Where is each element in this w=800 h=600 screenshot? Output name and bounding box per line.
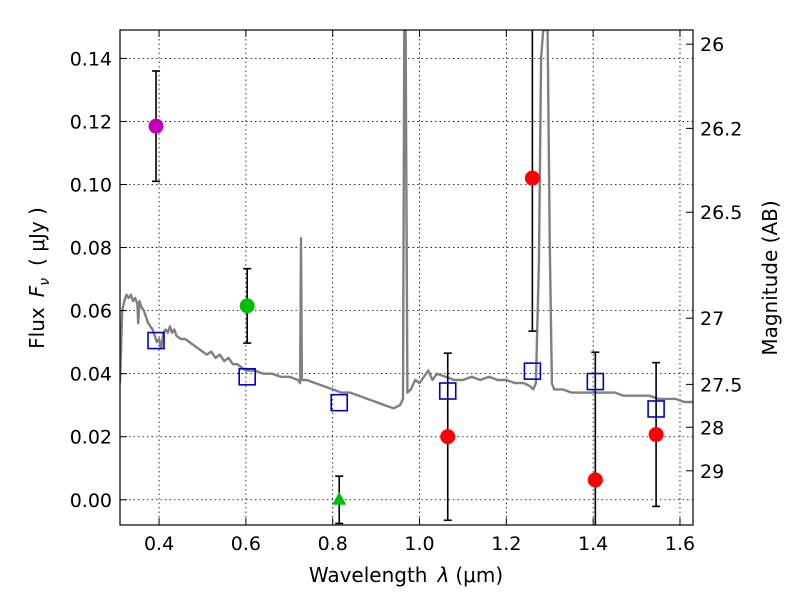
x-tick-label: 0.4 (144, 533, 174, 555)
magnitude-tick-label: 28 (700, 417, 724, 439)
model-spectrum (120, 30, 693, 410)
x-tick-label: 1.0 (404, 533, 434, 555)
y-tick-label: 0.10 (70, 174, 112, 196)
observed-point (239, 298, 255, 314)
x-tick-label: 1.4 (578, 533, 608, 555)
y-tick-label: 0.02 (70, 427, 112, 449)
model-square (438, 382, 457, 400)
model-square (238, 368, 256, 386)
model-square (523, 362, 542, 380)
x-tick-label: 0.6 (231, 533, 261, 555)
magnitude-tick-label: 26.2 (700, 118, 742, 140)
x-tick-label: 0.8 (318, 533, 348, 555)
magnitude-tick-label: 27.5 (700, 374, 742, 396)
y-tick-label: 0.12 (70, 111, 112, 133)
magnitude-tick-label: 26.5 (700, 202, 742, 224)
plot-frame (119, 29, 694, 526)
model-square (330, 393, 349, 412)
observed-point (524, 170, 540, 186)
grid (120, 30, 693, 525)
model-square (147, 331, 165, 350)
model-square (647, 400, 665, 418)
observed-point (440, 429, 456, 445)
y-tick-label: 0.06 (70, 301, 112, 323)
axis-ticks: 0.4 0.6 0.8 1.0 1.2 1.4 1.6 0.00 0.02 0.04 0.06 0.0… (70, 30, 742, 555)
observed-points (148, 118, 664, 505)
magnitude-tick-label: 27 (700, 308, 724, 330)
spectrum-line (120, 30, 693, 410)
magnitude-tick-label: 29 (700, 461, 724, 483)
observed-point (148, 118, 164, 134)
y-tick-label: 0.04 (70, 364, 112, 386)
observed-point (587, 472, 603, 488)
y-tick-label: 0.08 (70, 238, 112, 260)
x-tick-label: 1.6 (665, 533, 695, 555)
y-tick-label: 0.00 (70, 490, 112, 512)
y-tick-label: 0.14 (70, 48, 112, 70)
model-square (586, 372, 605, 391)
observed-point (648, 427, 664, 443)
x-tick-label: 1.2 (491, 533, 521, 555)
model-photometry-squares (147, 331, 665, 418)
x-axis-label: Wavelength λ (μm) (309, 563, 503, 587)
right-axis-label: Magnitude (AB) (758, 200, 782, 355)
upper-limit-triangle (332, 491, 347, 505)
y-axis-label: FluxFν( μJy ) (25, 207, 53, 349)
magnitude-tick-label: 26 (700, 34, 724, 56)
